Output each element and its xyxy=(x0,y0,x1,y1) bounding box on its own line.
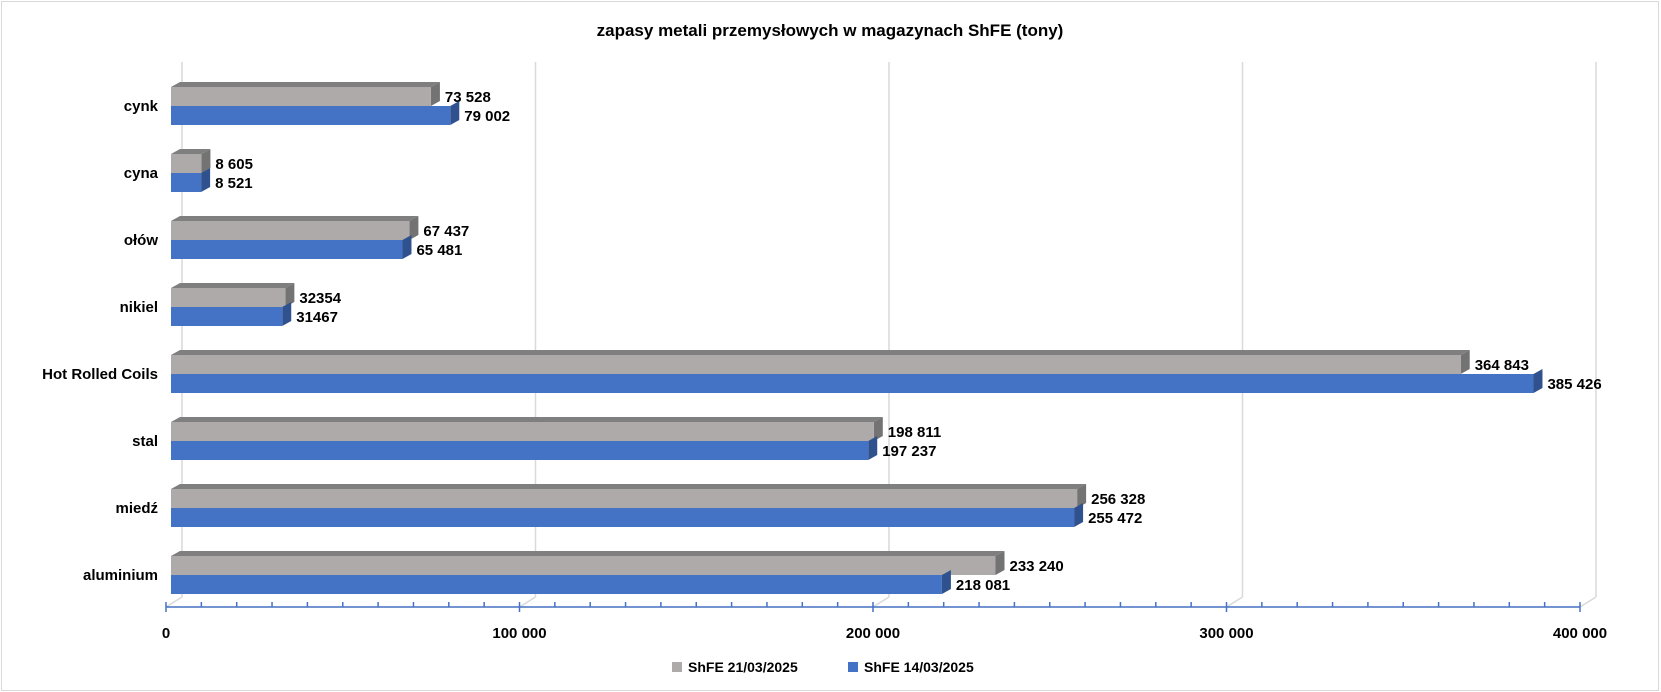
bar-top-face xyxy=(171,149,211,154)
category-label: ołów xyxy=(124,232,158,249)
bar-top-face xyxy=(171,551,1005,556)
data-label: 32354 xyxy=(299,290,341,307)
gridline-floor xyxy=(519,596,536,608)
bar-side-face xyxy=(941,570,951,594)
bar xyxy=(171,556,996,575)
data-label: 79 002 xyxy=(464,108,510,125)
legend-label: ShFE 21/03/2025 xyxy=(688,659,798,675)
bar xyxy=(171,173,202,192)
bar xyxy=(171,374,1534,393)
data-label: 198 811 xyxy=(888,424,941,441)
data-label: 8 605 xyxy=(215,156,253,173)
data-label: 197 237 xyxy=(882,443,936,460)
bar-side-face xyxy=(873,417,883,441)
x-tick-label: 200 000 xyxy=(846,625,900,642)
bar-side-face xyxy=(201,168,211,192)
bar xyxy=(171,87,431,106)
bar-side-face xyxy=(409,216,419,240)
bar xyxy=(171,288,286,307)
x-tick-label: 300 000 xyxy=(1199,625,1253,642)
bar-top-face xyxy=(171,417,883,422)
legend-label: ShFE 14/03/2025 xyxy=(864,659,974,675)
bar-side-face xyxy=(1460,350,1470,374)
category-label: cyna xyxy=(124,165,159,182)
data-label: 73 528 xyxy=(445,89,491,106)
bar-side-face xyxy=(1533,369,1543,393)
bar xyxy=(171,441,869,460)
category-label: cynk xyxy=(124,98,159,115)
bar-top-face xyxy=(171,350,1470,355)
category-label: stal xyxy=(132,433,158,450)
category-labels: cynk cyna ołów nikiel Hot Rolled Coils stal mi… xyxy=(42,98,158,584)
bar xyxy=(171,307,283,326)
data-label: 67 437 xyxy=(423,223,469,240)
x-axis: 0 100 000 200 000 300 000 400 000 xyxy=(162,602,1607,642)
category-label: nikiel xyxy=(120,299,158,316)
category-label: aluminium xyxy=(83,567,158,584)
bar-side-face xyxy=(402,235,412,259)
bar-top-face xyxy=(171,484,1087,489)
gridline-floor xyxy=(872,596,890,608)
bar-top-face xyxy=(171,283,295,288)
gridline-floor xyxy=(165,596,183,608)
bar xyxy=(171,240,403,259)
data-label: 385 426 xyxy=(1547,376,1601,393)
data-label: 256 328 xyxy=(1091,491,1145,508)
bar xyxy=(171,154,202,173)
bar xyxy=(171,221,410,240)
legend-swatch xyxy=(848,662,858,672)
bar-side-face xyxy=(995,551,1005,575)
bar-side-face xyxy=(285,283,295,307)
data-label: 255 472 xyxy=(1088,510,1142,527)
bar-side-face xyxy=(450,101,460,125)
gridline-floor xyxy=(1579,596,1597,608)
legend-swatch xyxy=(672,662,682,672)
bar-side-face xyxy=(430,82,440,106)
chart-title: zapasy metali przemysłowych w magazynach… xyxy=(597,21,1064,40)
x-tick-label: 0 xyxy=(162,625,170,642)
bar xyxy=(171,355,1461,374)
category-label: Hot Rolled Coils xyxy=(42,366,158,383)
data-label: 364 843 xyxy=(1475,357,1529,374)
data-label: 218 081 xyxy=(956,577,1010,594)
legend: ShFE 21/03/2025 ShFE 14/03/2025 xyxy=(672,659,974,675)
data-label: 8 521 xyxy=(215,175,253,192)
bar-side-face xyxy=(282,302,292,326)
bar xyxy=(171,106,451,125)
data-label: 65 481 xyxy=(416,242,462,259)
x-tick-label: 100 000 xyxy=(492,625,546,642)
bar xyxy=(171,489,1078,508)
bar-top-face xyxy=(171,216,419,221)
data-label: 233 240 xyxy=(1010,558,1064,575)
bar-side-face xyxy=(1074,503,1084,527)
bar-side-face xyxy=(1077,484,1087,508)
bar-side-face xyxy=(201,149,211,173)
bar xyxy=(171,575,942,594)
data-label: 31467 xyxy=(296,309,338,326)
gridline-floor xyxy=(1226,596,1243,608)
bar-side-face xyxy=(868,436,878,460)
bar xyxy=(171,422,874,441)
bar xyxy=(171,508,1075,527)
bars: 73 528 79 002 8 605 8 521 67 437 65 481 32354 3… xyxy=(171,82,1602,594)
x-tick-label: 400 000 xyxy=(1553,625,1607,642)
bar-top-face xyxy=(171,82,440,87)
category-label: miedź xyxy=(115,500,158,517)
